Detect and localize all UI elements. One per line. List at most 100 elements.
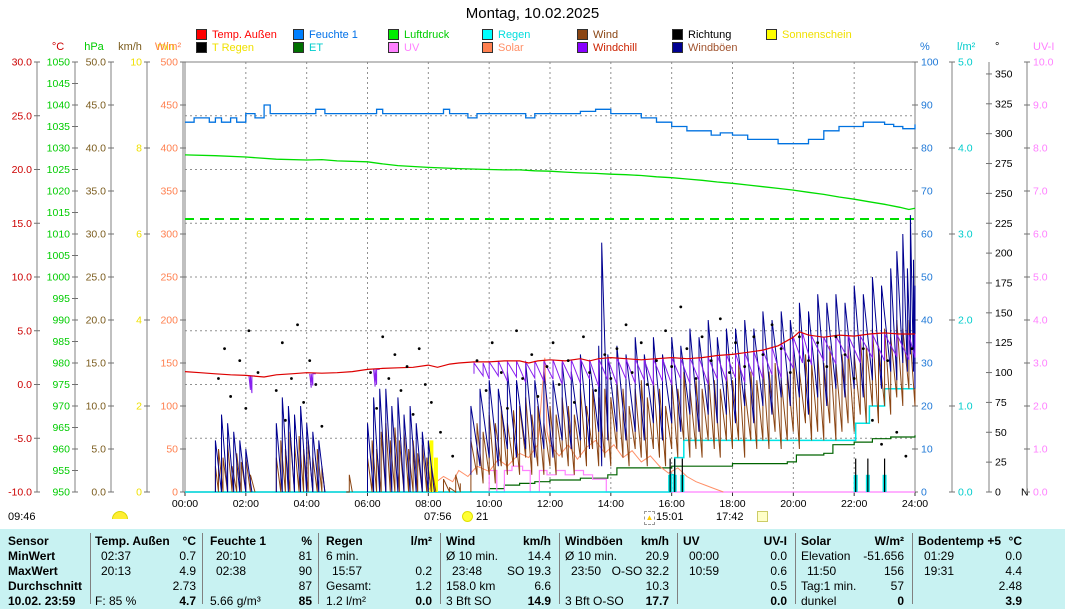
table-row: MinWert [8, 549, 86, 564]
table-cell: 87 [298, 579, 312, 593]
legend-label: Regen [498, 28, 531, 41]
svg-text:275: 275 [995, 158, 1013, 170]
table-cell: Bodentemp +5 [918, 534, 1002, 548]
table-row: Elevation -51.656 [801, 549, 904, 564]
table-row: 01:29 0.0 [918, 549, 1022, 564]
table-cell: Ø 10 min. [565, 549, 618, 563]
svg-text:7.0: 7.0 [1033, 186, 1048, 198]
table-col-feuchte-1: Feuchte 1% 20:10 81 02:38 90 87 5.66 g/m³ 85 [210, 529, 312, 609]
svg-text:1040: 1040 [47, 100, 71, 112]
svg-text:100: 100 [995, 367, 1013, 379]
svg-text:1035: 1035 [47, 121, 71, 133]
table-cell: °C [1008, 534, 1022, 548]
svg-text:1005: 1005 [47, 250, 71, 262]
svg-text:0: 0 [172, 487, 178, 499]
svg-text:1020: 1020 [47, 186, 71, 198]
svg-text:10: 10 [921, 444, 933, 456]
table-cell: 10:59 [689, 564, 720, 578]
series-windboeen [214, 215, 916, 493]
table-cell: W/m² [874, 534, 904, 548]
svg-text:UV-I: UV-I [1033, 41, 1054, 53]
table-cell: 0.0 [770, 549, 787, 563]
svg-text:24:00: 24:00 [902, 498, 928, 510]
legend-item-solar: Solar [482, 41, 524, 54]
table-row: Ø 10 min. 14.4 [446, 549, 551, 564]
svg-text:1015: 1015 [47, 207, 71, 219]
table-cell: 0.2 [415, 564, 432, 578]
legend-label: Temp. Außen [212, 28, 277, 41]
svg-text:0: 0 [921, 487, 927, 499]
legend-item-sonnenschein: Sonnenschein [766, 28, 852, 41]
table-cell: 00:00 [689, 549, 720, 563]
legend-label: Wind [593, 28, 619, 41]
svg-text:325: 325 [995, 98, 1013, 110]
table-row: dunkel 0 [801, 594, 904, 609]
pressure-series-swatch [388, 29, 399, 40]
sunset-icon [757, 511, 768, 522]
legend-label: Richtung [688, 28, 732, 41]
sun-moon-annotations: 09:46 07:56 21 ▲ 15:01 17:42 [0, 511, 1065, 528]
table-row: 10:59 0.6 [683, 564, 787, 579]
svg-text:1025: 1025 [47, 164, 71, 176]
table-cell: -51.656 [863, 549, 904, 563]
svg-text:150: 150 [995, 307, 1013, 319]
svg-text:50: 50 [166, 444, 178, 456]
sunset-time: 17:42 [716, 511, 744, 523]
moonrise-time: 15:01 [656, 511, 684, 523]
solar-series-swatch [482, 42, 493, 53]
legend-item-t-regen: T Regen [196, 41, 254, 54]
rain-series-swatch [482, 29, 493, 40]
svg-text:960: 960 [52, 444, 70, 456]
table-cell: Elevation [801, 549, 851, 563]
table-row: 3 Bft O-SO 17.7 [565, 594, 669, 609]
moonset-icon [112, 511, 128, 519]
table-column-separator [318, 533, 319, 604]
svg-text:40.0: 40.0 [86, 143, 107, 155]
table-row: Bodentemp +5 °C [918, 534, 1022, 549]
table-cell: 11:50 [807, 564, 837, 578]
table-row: 1.2 l/m² 0.0 [326, 594, 432, 609]
svg-text:30: 30 [921, 358, 933, 370]
table-row: 10.3 [565, 579, 669, 594]
svg-text:1.0: 1.0 [958, 401, 973, 413]
legend-label: ET [309, 41, 324, 54]
svg-text:100: 100 [921, 57, 939, 69]
svg-text:%: % [920, 41, 930, 53]
temp-series-swatch [196, 29, 207, 40]
svg-text:1050: 1050 [47, 57, 71, 69]
series-feuchte_1 [185, 104, 916, 145]
table-row: 00:00 0.0 [683, 549, 787, 564]
svg-text:990: 990 [52, 315, 70, 327]
table-row: 20:10 81 [210, 549, 312, 564]
svg-text:°: ° [995, 41, 999, 53]
sunshine-minutes: 21 [476, 511, 489, 523]
svg-text:8: 8 [136, 143, 142, 155]
table-cell: Feuchte 1 [210, 534, 267, 548]
legend-label: T Regen [212, 41, 254, 54]
table-cell: 2.73 [172, 579, 196, 593]
svg-text:6: 6 [136, 229, 142, 241]
time-axis: 00:00 02:00 04:00 06:00 08:00 10:00 12:00 14:00… [172, 492, 928, 510]
svg-text:08:00: 08:00 [415, 498, 441, 510]
table-row: 10.02. 23:59 [8, 594, 86, 609]
table-cell: 3.9 [1005, 594, 1022, 608]
legend-item-luftdruck: Luftdruck [388, 28, 449, 41]
svg-text:50: 50 [995, 427, 1007, 439]
weather-chart: °C30.025.020.015.010.05.00.0-5.0-10.0hPa… [8, 41, 1054, 510]
plot-area[interactable] [185, 62, 915, 492]
svg-text:200: 200 [160, 315, 178, 327]
svg-text:20:00: 20:00 [780, 498, 806, 510]
svg-text:995: 995 [52, 293, 70, 305]
svg-text:35.0: 35.0 [86, 186, 107, 198]
svg-text:450: 450 [160, 100, 178, 112]
svg-text:3.0: 3.0 [958, 229, 973, 241]
table-row: 3 Bft SO 14.9 [446, 594, 551, 609]
sensor-summary-table: Sensor MinWert MaxWert Durchschnitt 10.02. 2… [0, 529, 1065, 609]
rain-tip-series-swatch [196, 42, 207, 53]
table-row: 11:50 156 [801, 564, 904, 579]
table-row: Ø 10 min. 20.9 [565, 549, 669, 564]
table-col-wind: Wind km/h Ø 10 min. 14.4 23:48 SO 19.3 158.0 k… [446, 529, 551, 609]
svg-text:hPa: hPa [84, 41, 104, 53]
svg-text:5.0: 5.0 [17, 325, 32, 337]
svg-text:2: 2 [136, 401, 142, 413]
